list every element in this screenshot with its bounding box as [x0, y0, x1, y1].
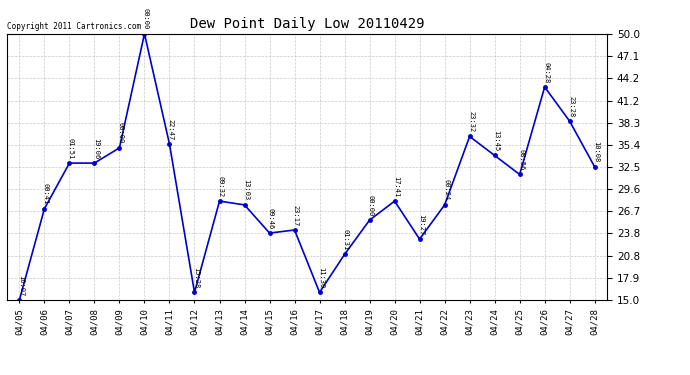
Text: 08:56: 08:56 — [518, 149, 524, 170]
Text: 00:00: 00:00 — [118, 123, 124, 144]
Text: 23:28: 23:28 — [568, 96, 574, 117]
Text: 01:31: 01:31 — [343, 229, 349, 250]
Text: 00:24: 00:24 — [443, 180, 449, 201]
Text: 19:06: 19:06 — [93, 138, 99, 159]
Text: 04:28: 04:28 — [543, 62, 549, 83]
Text: 22:47: 22:47 — [168, 118, 174, 140]
Text: 23:32: 23:32 — [468, 111, 474, 132]
Text: 00:00: 00:00 — [143, 8, 149, 30]
Text: 10:08: 10:08 — [593, 141, 599, 163]
Text: 13:45: 13:45 — [493, 130, 499, 151]
Text: 11:30: 11:30 — [318, 267, 324, 288]
Text: 19:27: 19:27 — [418, 214, 424, 235]
Text: 16:07: 16:07 — [18, 274, 23, 296]
Title: Dew Point Daily Low 20110429: Dew Point Daily Low 20110429 — [190, 17, 424, 31]
Text: Copyright 2011 Cartronics.com: Copyright 2011 Cartronics.com — [7, 22, 141, 31]
Text: 00:41: 00:41 — [43, 183, 49, 204]
Text: 15:28: 15:28 — [193, 267, 199, 288]
Text: 17:41: 17:41 — [393, 176, 399, 197]
Text: 09:32: 09:32 — [218, 176, 224, 197]
Text: 13:03: 13:03 — [243, 180, 249, 201]
Text: 01:51: 01:51 — [68, 138, 74, 159]
Text: 23:17: 23:17 — [293, 205, 299, 226]
Text: 09:46: 09:46 — [268, 208, 274, 229]
Text: 00:00: 00:00 — [368, 195, 374, 216]
